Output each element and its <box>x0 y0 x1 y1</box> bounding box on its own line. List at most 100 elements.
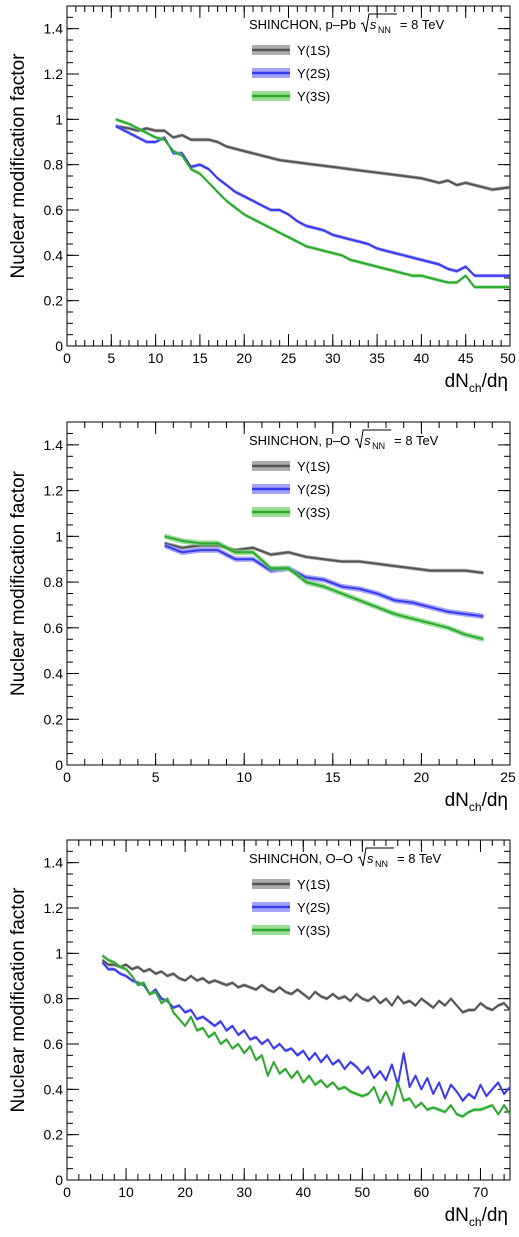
legend-entry-2: Υ(2S) <box>252 900 330 915</box>
y-tick-label: 0 <box>55 1172 63 1188</box>
annotation-system: SHINCHON, p–O <box>249 433 350 448</box>
legend-label: Υ(2S) <box>297 66 330 81</box>
y-tick-label: 1.4 <box>44 855 64 871</box>
legend-entry-3: Υ(3S) <box>252 505 330 520</box>
series-line <box>102 960 510 1012</box>
legend-entry-1: Υ(1S) <box>252 43 330 58</box>
x-tick-label: 0 <box>63 769 71 785</box>
series-2 <box>116 124 510 277</box>
x-tick-label: 45 <box>458 350 474 366</box>
x-tick-label: 60 <box>414 1184 430 1200</box>
x-axis-title: dNch/dη <box>445 790 508 814</box>
annotation-system: SHINCHON, O–O <box>249 851 353 866</box>
energy-subscript: NN <box>378 25 391 35</box>
y-axis-title: Nuclear modification factor <box>8 53 29 279</box>
plot-frame <box>67 6 510 346</box>
y-tick-label: 1 <box>55 528 63 544</box>
x-axis-title: dNch/dη <box>445 371 508 395</box>
series-3 <box>102 954 510 1119</box>
series-line <box>116 126 510 276</box>
series-1 <box>102 958 510 1014</box>
energy-value: = 8 TeV <box>400 17 445 32</box>
x-axis-title: dNch/dη <box>445 1205 508 1229</box>
series-band <box>116 118 510 289</box>
x-tick-label: 30 <box>236 1184 252 1200</box>
x-tick-label: 0 <box>63 1184 71 1200</box>
y-tick-label: 0.4 <box>44 247 64 263</box>
y-axis-title: Nuclear modification factor <box>8 887 29 1113</box>
y-tick-label: 0.8 <box>44 991 64 1007</box>
y-tick-label: 0.8 <box>44 574 64 590</box>
y-tick-label: 0.6 <box>44 1036 64 1052</box>
x-tick-label: 5 <box>152 769 160 785</box>
x-tick-label: 20 <box>236 350 252 366</box>
energy-symbol: s <box>370 17 377 32</box>
energy-subscript: NN <box>375 859 388 869</box>
plot-frame <box>67 840 510 1180</box>
y-tick-label: 0.2 <box>44 1127 64 1143</box>
legend-label: Υ(3S) <box>297 505 330 520</box>
y-tick-label: 0.4 <box>44 1081 64 1097</box>
y-tick-label: 0.4 <box>44 666 64 682</box>
series-2 <box>164 543 483 619</box>
y-tick-label: 1.2 <box>44 483 64 499</box>
x-tick-label: 50 <box>500 350 516 366</box>
y-tick-label: 0.2 <box>44 711 64 727</box>
energy-value: = 8 TeV <box>397 851 442 866</box>
x-tick-label: 5 <box>107 350 115 366</box>
y-tick-label: 0.6 <box>44 202 64 218</box>
plot-frame <box>67 422 510 765</box>
legend-label: Υ(1S) <box>297 43 330 58</box>
x-tick-label: 20 <box>177 1184 193 1200</box>
x-tick-label: 25 <box>281 350 297 366</box>
x-tick-label: 10 <box>236 769 252 785</box>
legend-entry-1: Υ(1S) <box>252 877 330 892</box>
y-tick-label: 1 <box>55 945 63 961</box>
x-tick-label: 10 <box>148 350 164 366</box>
x-tick-label: 30 <box>325 350 341 366</box>
x-tick-label: 35 <box>369 350 385 366</box>
y-tick-label: 1.4 <box>44 437 64 453</box>
series-band <box>102 961 510 1103</box>
energy-value: = 8 TeV <box>394 433 439 448</box>
x-tick-label: 25 <box>500 769 516 785</box>
legend-label: Υ(3S) <box>297 923 330 938</box>
legend-entry-3: Υ(3S) <box>252 89 330 104</box>
y-tick-label: 0.6 <box>44 620 64 636</box>
legend-entry-1: Υ(1S) <box>252 459 330 474</box>
x-tick-label: 40 <box>414 350 430 366</box>
series-1 <box>164 541 483 574</box>
x-tick-label: 40 <box>295 1184 311 1200</box>
legend-entry-2: Υ(2S) <box>252 66 330 81</box>
x-tick-label: 50 <box>355 1184 371 1200</box>
series-line <box>116 119 510 287</box>
y-tick-label: 1.4 <box>44 21 64 37</box>
x-tick-label: 0 <box>63 350 71 366</box>
series-band <box>102 954 510 1119</box>
y-axis-title: Nuclear modification factor <box>8 470 29 696</box>
x-tick-label: 15 <box>192 350 208 366</box>
legend-label: Υ(1S) <box>297 459 330 474</box>
annotation-system: SHINCHON, p–Pb <box>249 17 356 32</box>
legend-entry-2: Υ(2S) <box>252 482 330 497</box>
y-tick-label: 0.8 <box>44 157 64 173</box>
y-tick-label: 1.2 <box>44 900 64 916</box>
series-line <box>102 956 510 1117</box>
legend-entry-3: Υ(3S) <box>252 923 330 938</box>
y-tick-label: 1 <box>55 111 63 127</box>
series-1 <box>116 124 510 191</box>
legend-label: Υ(2S) <box>297 482 330 497</box>
x-tick-label: 20 <box>414 769 430 785</box>
y-tick-label: 0 <box>55 338 63 354</box>
x-tick-label: 15 <box>325 769 341 785</box>
y-tick-label: 0.2 <box>44 293 64 309</box>
series-2 <box>102 961 510 1103</box>
legend-label: Υ(2S) <box>297 900 330 915</box>
series-band <box>102 958 510 1014</box>
energy-symbol: s <box>367 851 374 866</box>
